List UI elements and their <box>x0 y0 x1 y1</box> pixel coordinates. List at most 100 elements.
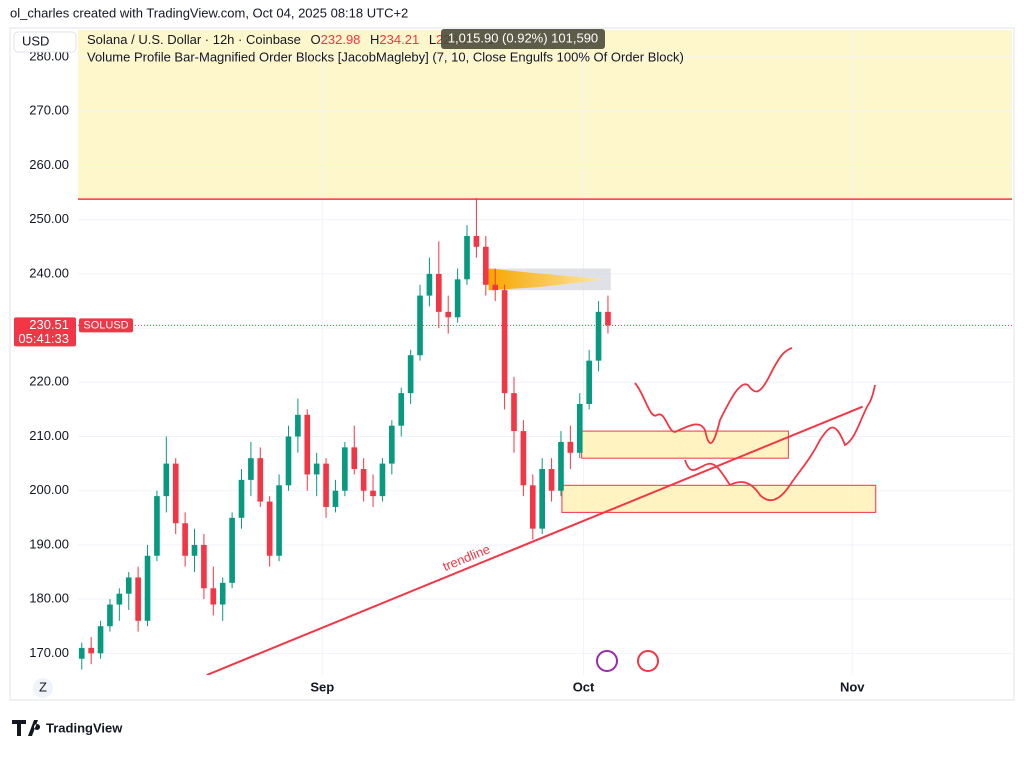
last-price-box <box>14 317 76 347</box>
last-price: 230.51 <box>29 317 69 332</box>
y-tick-label: 190.00 <box>29 536 69 551</box>
y-tick-label: 220.00 <box>29 374 69 389</box>
candle-body <box>520 431 527 486</box>
candle-body <box>304 414 311 475</box>
candle-body <box>219 582 226 605</box>
candle-body <box>464 235 470 280</box>
candle-body <box>426 273 433 296</box>
order-block <box>581 430 789 459</box>
candle-body <box>116 593 123 605</box>
candle-body <box>135 577 141 621</box>
currency: USD <box>22 33 49 48</box>
order-block <box>561 484 877 513</box>
ohlc-label: O <box>311 32 321 47</box>
ohlc-label: L <box>429 32 436 47</box>
y-tick-label: 170.00 <box>29 645 69 660</box>
candle-body <box>595 311 602 361</box>
x-tick-label: Sep <box>310 679 334 694</box>
candle-body <box>407 355 414 394</box>
zoom-label: Z <box>39 679 47 694</box>
candle-body <box>276 485 282 556</box>
tooltip-box <box>441 29 605 49</box>
drawing <box>684 384 876 502</box>
brand: TradingView <box>46 720 123 735</box>
candle-body <box>323 463 329 507</box>
candle-body <box>154 496 160 556</box>
candle-body <box>436 273 442 312</box>
candle-body <box>78 647 85 659</box>
candle-body <box>605 311 611 326</box>
candle-body <box>285 436 292 486</box>
zoom-button[interactable] <box>33 678 53 698</box>
candle-body <box>360 469 367 491</box>
tooltip: 1,015.90 (0.92%) 101,590 <box>448 30 598 45</box>
event-icon[interactable] <box>596 650 618 672</box>
symbol: Solana / U.S. Dollar · 12h · Coinbase <box>87 32 301 47</box>
candle-body <box>398 393 405 426</box>
y-tick-label: 240.00 <box>29 265 69 280</box>
x-tick-label: Nov <box>840 679 865 694</box>
credit: ol_charles created with TradingView.com,… <box>10 5 408 20</box>
candle-body <box>332 490 339 507</box>
candle-body <box>313 463 320 475</box>
candle-body <box>539 469 545 529</box>
candle-body <box>191 544 198 556</box>
legend-line: Solana / U.S. Dollar · 12h · Coinbase O2… <box>87 32 495 47</box>
candle-body <box>548 469 555 491</box>
drawing <box>634 347 793 444</box>
y-tick-label: 180.00 <box>29 591 69 606</box>
candle-body <box>248 458 254 480</box>
candle-body <box>492 284 499 291</box>
ohlc-value: 234.21 <box>379 32 419 47</box>
candle-body <box>389 425 395 464</box>
candle-body <box>238 479 245 518</box>
currency-button[interactable] <box>13 31 77 53</box>
symbol-tag <box>79 318 133 333</box>
candle-body <box>342 447 348 491</box>
y-tick-label: 270.00 <box>29 103 69 118</box>
x-tick-label: Oct <box>573 679 595 694</box>
candle-body <box>445 311 452 318</box>
candle-body <box>529 485 536 529</box>
y-tick-label: 200.00 <box>29 482 69 497</box>
candle-body <box>107 604 113 627</box>
candle-body <box>295 414 301 437</box>
candle-body <box>163 463 170 497</box>
candle-body <box>473 235 480 247</box>
candle-body <box>182 523 188 556</box>
volume-profile-bars <box>488 268 606 291</box>
candle-body <box>210 588 217 605</box>
candle-body <box>370 490 376 497</box>
candle-body <box>454 279 461 318</box>
candle-body <box>379 463 386 497</box>
y-tick-label: 260.00 <box>29 157 69 172</box>
candle-body <box>501 290 508 394</box>
logo-icon <box>12 720 41 736</box>
ohlc-value: 232.98 <box>321 32 361 47</box>
candle-body <box>172 463 179 524</box>
candle-body <box>586 360 592 404</box>
frame <box>9 27 1015 701</box>
candle-body <box>576 403 583 453</box>
candle-body <box>97 626 104 654</box>
candle-body <box>266 501 273 556</box>
candle-body <box>125 577 132 594</box>
symbol-tag-label: SOLUSD <box>83 319 128 331</box>
candle-body <box>558 441 564 491</box>
candle-body <box>144 555 151 621</box>
y-tick-label: 250.00 <box>29 211 69 226</box>
trendline <box>206 405 863 675</box>
candle-body <box>511 393 517 432</box>
countdown: 05:41:33 <box>18 331 69 346</box>
candle-body <box>257 458 264 502</box>
candle-body <box>482 246 489 285</box>
overlay <box>596 347 876 672</box>
candle-body <box>88 647 94 654</box>
event-icon[interactable] <box>637 650 659 672</box>
indicator: Volume Profile Bar-Magnified Order Block… <box>87 49 684 64</box>
candle-body <box>201 544 207 589</box>
order-block-zone <box>78 30 1012 200</box>
ohlc-label: H <box>370 32 379 47</box>
candle-body <box>567 441 574 453</box>
